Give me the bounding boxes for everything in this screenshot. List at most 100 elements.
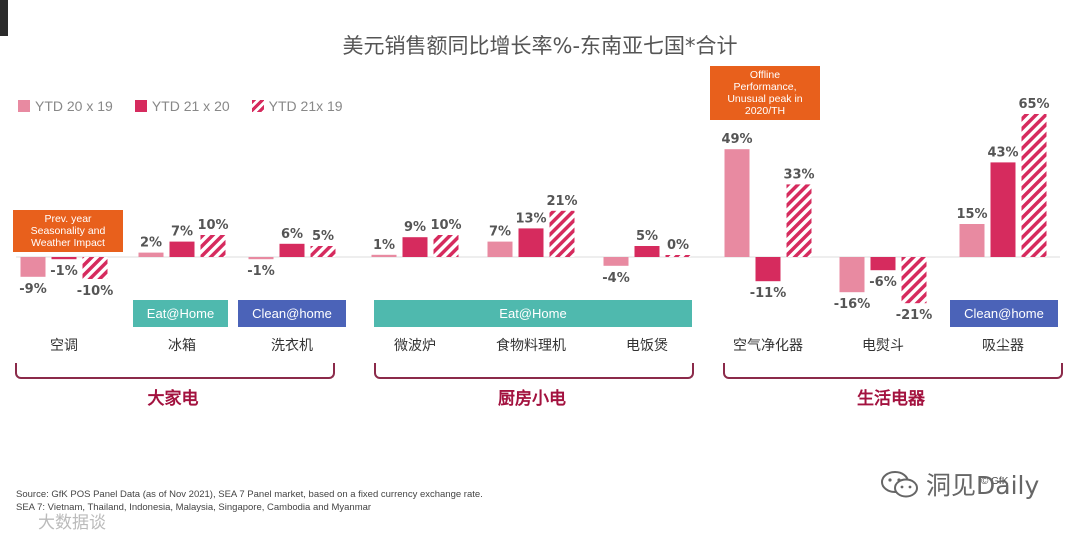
wechat-icon <box>881 471 918 498</box>
bar-6-series-1 <box>603 257 629 266</box>
category-label: 洗衣机 <box>271 338 313 354</box>
bar-3-series-3 <box>310 246 336 257</box>
legend-label: YTD 21 x 20 <box>151 98 230 114</box>
legend-label: YTD 20 x 19 <box>35 98 113 114</box>
value-label: -16% <box>834 297 871 312</box>
bar-9-series-1 <box>959 224 985 257</box>
category-label: 空调 <box>50 338 78 354</box>
tag-fridge-eat-at-home: Eat@Home <box>133 300 228 327</box>
bar-8-series-3 <box>901 257 927 304</box>
value-label: -4% <box>602 271 629 286</box>
value-label: -10% <box>77 284 114 299</box>
group-bracket-major-appliances <box>15 363 335 379</box>
bar-6-series-3 <box>665 255 691 257</box>
value-label: 7% <box>489 225 511 240</box>
callout-line: Unusual peak in <box>727 93 803 105</box>
category-label: 食物料理机 <box>496 337 566 354</box>
group-bracket-living-appliances <box>723 363 1063 379</box>
bar-3-series-1 <box>248 257 274 260</box>
value-label: 15% <box>956 207 987 222</box>
copyright: © GfK <box>981 476 1009 487</box>
callout-line: Offline <box>749 69 781 81</box>
tag-kitchen-eat-at-home: Eat@Home <box>374 300 692 327</box>
legend-item-ytd-21x19: YTD 21x 19 <box>251 98 343 114</box>
category-label: 微波炉 <box>394 338 436 354</box>
legend-label: YTD 21x 19 <box>268 98 343 114</box>
value-label: -9% <box>19 282 46 297</box>
bar-4-series-2 <box>402 237 428 257</box>
value-label: 2% <box>140 236 162 251</box>
group-bracket-kitchen-appliances <box>374 363 694 379</box>
bar-4-series-1 <box>371 254 397 257</box>
legend-swatch-hatch <box>251 100 264 112</box>
category-label: 电熨斗 <box>862 338 904 354</box>
bar-2-series-1 <box>138 252 164 257</box>
category-label: 空气净化器 <box>733 338 803 354</box>
category-label: 吸尘器 <box>982 338 1024 354</box>
value-label: 21% <box>546 194 577 209</box>
legend-swatch-dark <box>134 100 147 112</box>
value-label: 5% <box>312 229 334 244</box>
bar-1-series-2 <box>51 257 77 260</box>
value-label: -6% <box>869 275 896 290</box>
callout-offline-performance: Offline Performance, Unusual peak in 202… <box>710 66 820 120</box>
value-label: 10% <box>197 218 228 233</box>
bar-5-series-3 <box>549 210 575 257</box>
bar-2-series-2 <box>169 241 195 257</box>
legend: YTD 20 x 19 YTD 21 x 20 YTD 21x 19 <box>18 98 343 114</box>
callout-line: Prev. year <box>44 213 92 225</box>
legend-swatch-light <box>18 100 30 112</box>
tag-washer-clean-at-home: Clean@home <box>238 300 346 327</box>
value-label: -1% <box>247 264 274 279</box>
category-label: 电饭煲 <box>626 337 668 354</box>
callout-line: Performance, <box>733 81 797 93</box>
bar-9-series-3 <box>1021 114 1047 257</box>
value-label: 1% <box>373 238 395 253</box>
value-label: -21% <box>896 308 933 323</box>
value-labels-layer: -9%-1%-10%2%7% 10%-1%6% 5%1%9% 10% 7%13%21%-… <box>19 97 1049 323</box>
callout-seasonality: Prev. year Seasonality and Weather Impac… <box>13 210 123 252</box>
value-label: 13% <box>515 211 546 226</box>
bars-layer <box>20 114 1047 304</box>
group-label-living-appliances: 生活电器 <box>857 389 925 409</box>
bar-7-series-2 <box>755 257 781 282</box>
value-label: 10% <box>430 218 461 233</box>
value-label: 43% <box>987 145 1018 160</box>
bar-8-series-2 <box>870 257 896 271</box>
value-label: 33% <box>783 167 814 182</box>
tag-vacuum-clean-at-home: Clean@home <box>950 300 1058 327</box>
bar-1-series-3 <box>82 257 108 279</box>
bar-7-series-3 <box>786 184 812 257</box>
watermark-secondary: 大数据谈 <box>38 513 106 532</box>
value-label: 6% <box>281 227 303 242</box>
chart-title: 美元销售额同比增长率%-东南亚七国*合计 <box>342 34 738 58</box>
callout-line: Weather Impact <box>31 237 105 249</box>
bar-5-series-1 <box>487 241 513 257</box>
source-line-2: SEA 7: Vietnam, Thailand, Indonesia, Mal… <box>16 502 372 513</box>
callout-line: Seasonality and <box>30 225 106 237</box>
bar-3-series-2 <box>279 243 305 257</box>
category-label: 冰箱 <box>168 338 196 354</box>
bar-9-series-2 <box>990 162 1016 257</box>
watermark-text: 洞见Daily <box>926 471 1040 500</box>
bar-8-series-1 <box>839 257 865 293</box>
legend-item-ytd-21x20: YTD 21 x 20 <box>134 98 230 114</box>
value-label: 5% <box>636 229 658 244</box>
bar-5-series-2 <box>518 228 544 257</box>
value-label: 9% <box>404 220 426 235</box>
source-note: Source: GfK POS Panel Data (as of Nov 20… <box>16 488 483 514</box>
value-label: 7% <box>171 225 193 240</box>
value-label: -1% <box>50 264 77 279</box>
source-line-1: Source: GfK POS Panel Data (as of Nov 20… <box>16 489 483 500</box>
corner-mark <box>0 0 8 36</box>
watermark: 洞见Daily <box>880 466 1039 502</box>
value-label: 0% <box>667 238 689 253</box>
callout-line: 2020/TH <box>744 105 786 117</box>
bar-6-series-2 <box>634 246 660 257</box>
bar-1-series-1 <box>20 257 46 277</box>
bar-7-series-1 <box>724 149 750 257</box>
group-label-major-appliances: 大家电 <box>147 389 199 409</box>
bar-2-series-3 <box>200 235 226 257</box>
category-labels-layer: 空调 冰箱 洗衣机 微波炉 食物料理机 电饭煲 空气净化器 电熨斗 吸尘器 <box>50 337 1024 354</box>
